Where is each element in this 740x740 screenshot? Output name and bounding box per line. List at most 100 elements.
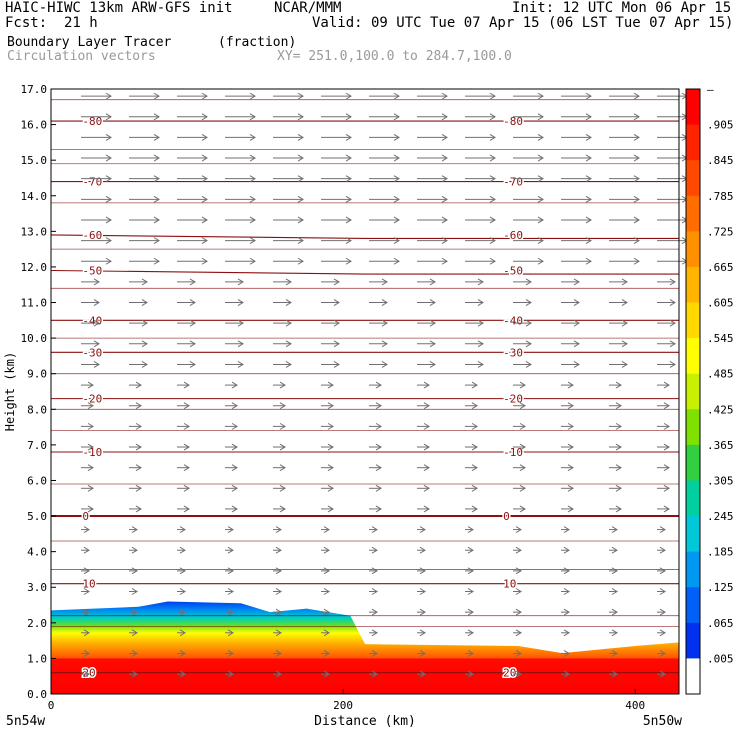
wind-vector-head — [297, 216, 304, 224]
wind-vector-head — [611, 670, 618, 678]
contour-label: -10 — [503, 446, 523, 459]
wind-vector-head — [93, 278, 100, 286]
colorbar-swatch — [686, 231, 700, 268]
wind-vector-head — [393, 216, 400, 224]
wind-vector-head — [275, 567, 282, 575]
wind-vector-head — [297, 133, 304, 141]
wind-vector-head — [659, 588, 666, 595]
wind-vector-head — [429, 361, 436, 368]
wind-vector-head — [153, 195, 160, 203]
wind-vector-head — [227, 526, 234, 534]
wind-vector-head — [249, 154, 256, 162]
wind-vector-head — [659, 629, 666, 637]
wind-vector-head — [573, 278, 580, 286]
contour-label: -60 — [503, 229, 523, 242]
colorbar-label: .905 — [707, 119, 734, 132]
wind-vector-head — [297, 175, 304, 183]
y-tick-label: 16.0 — [21, 119, 48, 132]
x-axis-label: Distance (km) — [314, 714, 416, 729]
wind-vector-head — [297, 195, 304, 203]
wind-vector-head — [659, 546, 666, 554]
wind-vector-head — [467, 608, 474, 616]
valid-time: Valid: 09 UTC Tue 07 Apr 15 (06 LST Tue … — [312, 15, 734, 31]
wind-vector-head — [275, 588, 282, 595]
contour-label: -70 — [503, 176, 523, 189]
wind-vector-head — [131, 588, 138, 595]
wind-vector-head — [345, 237, 352, 245]
wind-vector-head — [371, 526, 378, 534]
wind-vector-head — [375, 484, 382, 492]
wind-vector-head — [231, 402, 238, 410]
wind-vector-head — [227, 588, 234, 595]
wind-vector-head — [87, 443, 94, 451]
wind-vector-head — [153, 92, 160, 100]
contour-label: -80 — [503, 115, 523, 128]
left-endpoint-label: 5n54w — [6, 714, 45, 729]
wind-vector-head — [93, 299, 100, 306]
x-tick-label: 200 — [333, 699, 353, 712]
wind-vector-head — [179, 588, 186, 595]
wind-vector-head — [279, 464, 286, 472]
wind-vector-head — [519, 484, 526, 492]
field-name: Boundary Layer Tracer — [7, 35, 172, 50]
colorbar-swatch — [686, 658, 700, 695]
wind-vector-head — [87, 464, 94, 472]
y-axis-label: Height (km) — [3, 352, 17, 431]
wind-vector-head — [663, 505, 670, 513]
wind-vector-head — [423, 443, 430, 451]
wind-vector-head — [231, 505, 238, 513]
wind-vector-head — [323, 650, 330, 657]
wind-vector-head — [135, 464, 142, 472]
wind-vector-head — [633, 133, 640, 141]
colorbar-swatch — [686, 266, 700, 304]
wind-vector-head — [189, 340, 196, 348]
wind-vector-head — [515, 567, 522, 575]
fcst-label: Fcst: — [5, 15, 48, 31]
wind-vector-head — [525, 299, 532, 306]
vectors-label: Circulation vectors — [7, 49, 156, 64]
wind-vector-head — [585, 257, 592, 265]
y-tick-label: 4.0 — [27, 546, 47, 559]
wind-vector-head — [333, 319, 340, 327]
wind-vector-head — [231, 484, 238, 492]
wind-vector-head — [515, 526, 522, 534]
wind-vector-head — [441, 175, 448, 183]
wind-vector-head — [105, 237, 112, 245]
wind-vector-head — [471, 422, 478, 430]
colorbar-label: .065 — [707, 617, 734, 630]
wind-vector-head — [227, 670, 234, 678]
wind-vector-head — [659, 567, 666, 575]
y-tick-label: 10.0 — [21, 332, 48, 345]
contour-label: -30 — [82, 346, 102, 359]
colorbar-label: .185 — [707, 546, 734, 559]
wind-vector-head — [633, 92, 640, 100]
wind-vector-head — [615, 464, 622, 472]
colorbar-swatch — [686, 124, 700, 161]
wind-vector-head — [381, 299, 388, 306]
contour-label: -60 — [82, 229, 102, 242]
wind-vector-head — [669, 361, 676, 368]
wind-vector-head — [345, 133, 352, 141]
wind-vector-head — [615, 381, 622, 389]
wind-vector-head — [515, 650, 522, 657]
colorbar-label: .605 — [707, 297, 734, 310]
wind-vector-head — [563, 608, 570, 616]
wind-vector-head — [323, 567, 330, 575]
colorbar-label: .545 — [707, 332, 734, 345]
wind-vector-head — [375, 381, 382, 389]
wind-vector-head — [375, 422, 382, 430]
colorbar-label: .125 — [707, 581, 734, 594]
colorbar-swatch — [686, 516, 700, 553]
colorbar-label: .005 — [707, 652, 734, 665]
org-label: NCAR/MMM — [274, 0, 342, 16]
wind-vector-head — [135, 505, 142, 513]
wind-vector-head — [189, 361, 196, 368]
wind-vector-head — [563, 526, 570, 534]
contour-label: -50 — [503, 265, 523, 278]
wind-vector-head — [471, 464, 478, 472]
wind-vector-head — [441, 92, 448, 100]
wind-vector-head — [327, 422, 334, 430]
wind-vector-head — [573, 319, 580, 327]
wind-vector-head — [537, 216, 544, 224]
x-tick-label: 0 — [48, 699, 55, 712]
